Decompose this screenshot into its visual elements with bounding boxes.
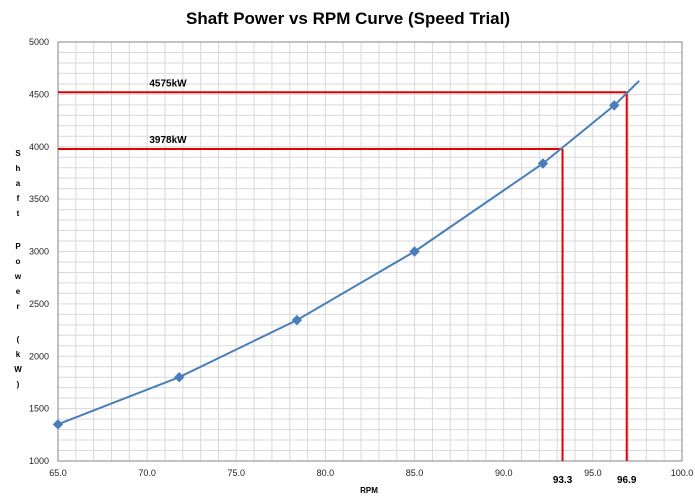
reference-x-label: 96.9: [617, 475, 637, 486]
x-tick-label: 75.0: [228, 468, 246, 478]
data-point-marker: [291, 314, 303, 326]
x-tick-label: 95.0: [584, 468, 602, 478]
x-tick-label: 100.0: [671, 468, 694, 478]
reference-label: 3978kW: [149, 135, 187, 146]
x-tick-label: 90.0: [495, 468, 513, 478]
y-axis-ticks: 1000 1500 2000 2500 3000 3500 4000 4500 5000: [29, 37, 49, 466]
x-tick-label: 65.0: [49, 468, 67, 478]
data-point-marker: [609, 100, 620, 111]
y-axis-title-char: W: [14, 365, 22, 374]
y-tick-label: 3000: [29, 247, 49, 257]
data-point-marker: [52, 419, 64, 430]
series-line: [57, 80, 640, 426]
series: [52, 80, 640, 430]
y-axis-title-char: w: [14, 272, 22, 281]
y-axis-title-char: a: [16, 179, 21, 188]
y-axis-title-char: (: [17, 335, 20, 344]
y-tick-label: 2000: [29, 351, 49, 361]
reference-label: 4575kW: [149, 78, 187, 89]
data-point-marker: [409, 246, 420, 257]
y-axis-title-char: P: [15, 242, 21, 251]
data-point-marker: [174, 371, 185, 383]
y-tick-label: 5000: [29, 37, 49, 47]
y-tick-label: 2500: [29, 299, 49, 309]
y-axis-title-char: h: [16, 164, 21, 173]
reference-x-label: 93.3: [553, 475, 573, 486]
y-tick-label: 1500: [29, 404, 49, 414]
x-tick-label: 80.0: [317, 468, 335, 478]
y-tick-label: 3500: [29, 194, 49, 204]
x-tick-label: 70.0: [138, 468, 156, 478]
y-tick-label: 4000: [29, 142, 49, 152]
y-axis-title-char: e: [16, 287, 21, 296]
y-axis-title-char: o: [16, 257, 21, 266]
y-tick-label: 1000: [29, 456, 49, 466]
x-axis-ticks: 65.0 70.0 75.0 80.0 85.0 90.0 95.0 100.0: [49, 468, 693, 478]
x-tick-label: 85.0: [406, 468, 424, 478]
y-axis-title-char: S: [15, 149, 21, 158]
y-axis-title-char: k: [16, 350, 21, 359]
y-axis-title: Shaft Power ( kW): [14, 149, 22, 389]
chart-title: Shaft Power vs RPM Curve (Speed Trial): [186, 9, 510, 28]
reference-lines: 3978kW 93.3 4575kW 96.9: [58, 78, 637, 486]
y-tick-label: 4500: [29, 89, 49, 99]
y-axis-title-char: ): [17, 380, 20, 389]
grid: [58, 42, 682, 461]
y-axis-title-char: t: [17, 209, 20, 218]
data-point-marker: [537, 158, 549, 169]
y-axis-title-char: r: [16, 302, 19, 311]
x-axis-title: RPM: [360, 486, 378, 495]
plot-area: [57, 41, 683, 462]
y-axis-title-char: f: [17, 194, 20, 203]
